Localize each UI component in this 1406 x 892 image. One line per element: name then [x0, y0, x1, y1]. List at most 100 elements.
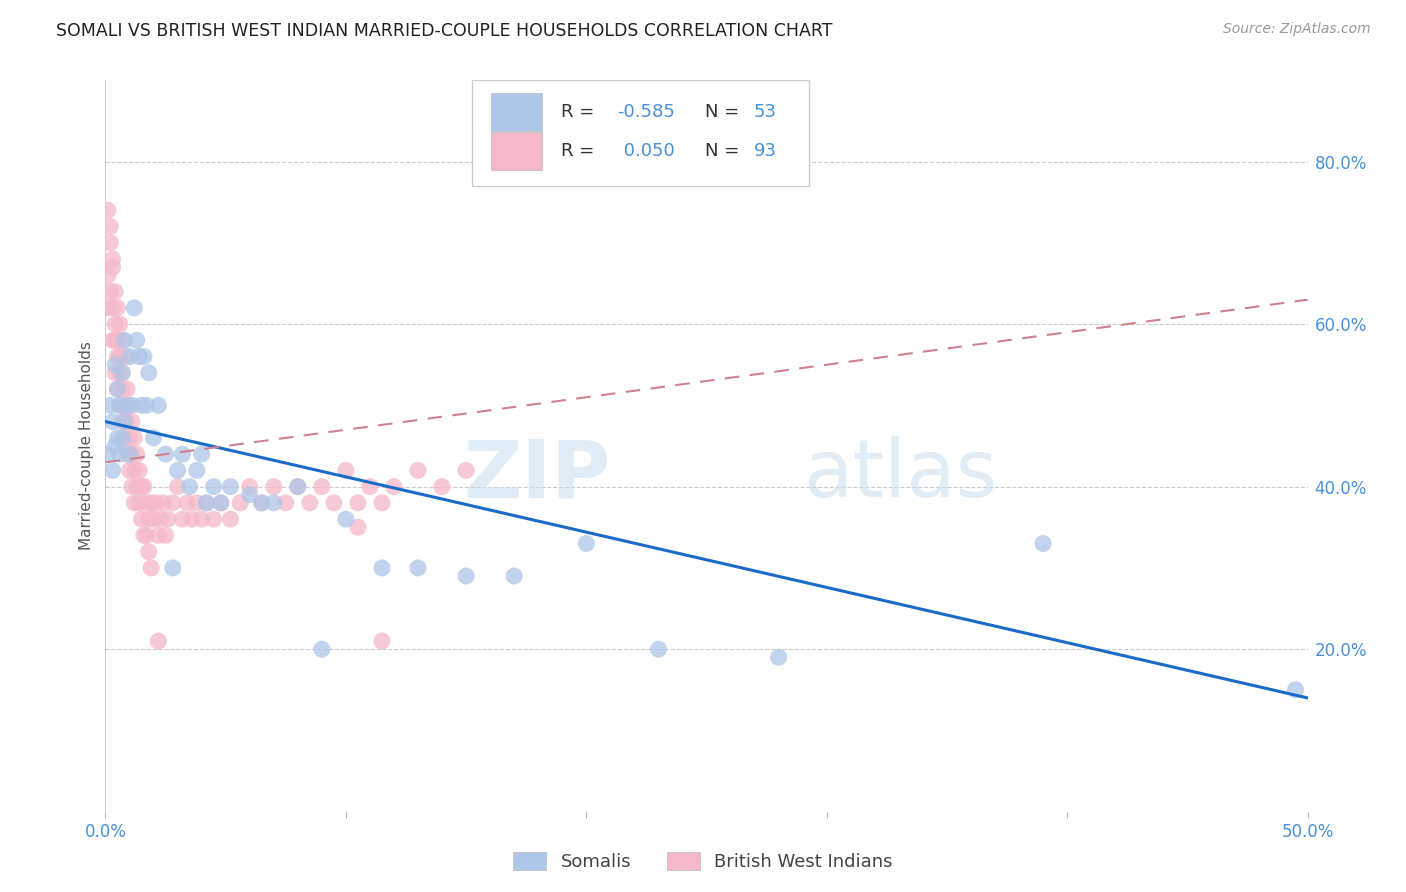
Point: [98, 235, 121, 250]
Point: [107, 350, 129, 364]
Point: [139, 496, 162, 510]
Point: [172, 512, 194, 526]
Point: [322, 496, 344, 510]
Point: [454, 569, 477, 583]
Point: [118, 431, 141, 445]
Point: [152, 496, 174, 510]
Point: [209, 496, 232, 510]
Point: [132, 350, 155, 364]
Point: [101, 252, 124, 266]
Point: [250, 496, 273, 510]
Point: [118, 447, 141, 461]
Text: R =: R =: [561, 142, 600, 161]
Point: [195, 496, 218, 510]
Point: [111, 415, 134, 429]
Point: [135, 496, 157, 510]
Point: [107, 431, 129, 445]
Point: [121, 415, 143, 429]
Point: [219, 512, 242, 526]
Point: [107, 301, 129, 315]
Text: -0.585: -0.585: [617, 103, 675, 120]
Point: [181, 512, 204, 526]
Point: [114, 431, 136, 445]
Point: [101, 463, 124, 477]
Point: [430, 480, 453, 494]
Point: [202, 512, 225, 526]
Point: [454, 463, 477, 477]
Point: [382, 480, 405, 494]
Point: [107, 382, 129, 396]
Point: [115, 398, 138, 412]
Point: [287, 480, 309, 494]
Point: [97, 203, 120, 218]
Point: [138, 512, 160, 526]
Point: [142, 431, 165, 445]
Point: [108, 398, 131, 412]
Point: [371, 496, 394, 510]
Point: [166, 480, 188, 494]
Point: [239, 480, 262, 494]
FancyBboxPatch shape: [491, 132, 541, 170]
Point: [202, 480, 225, 494]
Point: [97, 268, 120, 283]
FancyBboxPatch shape: [472, 80, 808, 186]
Point: [114, 334, 136, 348]
Point: [125, 447, 148, 461]
Point: [186, 463, 208, 477]
Point: [124, 463, 146, 477]
Text: atlas: atlas: [803, 436, 997, 515]
Point: [287, 480, 309, 494]
Point: [111, 431, 134, 445]
Point: [132, 480, 155, 494]
Point: [768, 650, 790, 665]
Point: [263, 496, 285, 510]
Point: [131, 512, 153, 526]
Point: [135, 398, 157, 412]
Point: [179, 480, 201, 494]
Point: [172, 447, 194, 461]
Point: [148, 398, 170, 412]
Point: [131, 398, 153, 412]
Point: [250, 496, 273, 510]
Point: [190, 447, 212, 461]
Text: ZIP: ZIP: [463, 436, 610, 515]
Point: [311, 642, 333, 657]
Point: [156, 512, 179, 526]
Point: [104, 358, 127, 372]
Point: [98, 285, 121, 299]
Point: [1284, 682, 1306, 697]
Point: [111, 366, 134, 380]
Point: [121, 398, 143, 412]
Point: [335, 463, 357, 477]
Point: [97, 301, 120, 315]
Point: [104, 439, 127, 453]
Point: [107, 334, 129, 348]
Point: [108, 447, 131, 461]
Point: [132, 528, 155, 542]
Text: SOMALI VS BRITISH WEST INDIAN MARRIED-COUPLE HOUSEHOLDS CORRELATION CHART: SOMALI VS BRITISH WEST INDIAN MARRIED-CO…: [56, 22, 832, 40]
Text: 53: 53: [754, 103, 776, 120]
Point: [98, 398, 121, 412]
Text: N =: N =: [706, 103, 745, 120]
Point: [114, 350, 136, 364]
Point: [121, 447, 143, 461]
Text: 93: 93: [754, 142, 776, 161]
Point: [263, 480, 285, 494]
Point: [176, 496, 198, 510]
Point: [101, 415, 124, 429]
Point: [115, 382, 138, 396]
Point: [219, 480, 242, 494]
Point: [145, 496, 167, 510]
Point: [239, 488, 262, 502]
Point: [155, 447, 177, 461]
Point: [108, 398, 131, 412]
Point: [647, 642, 669, 657]
Point: [118, 398, 141, 412]
Point: [115, 447, 138, 461]
Point: [101, 301, 124, 315]
Point: [111, 334, 134, 348]
Point: [209, 496, 232, 510]
Point: [131, 480, 153, 494]
Point: [101, 334, 124, 348]
Point: [124, 496, 146, 510]
